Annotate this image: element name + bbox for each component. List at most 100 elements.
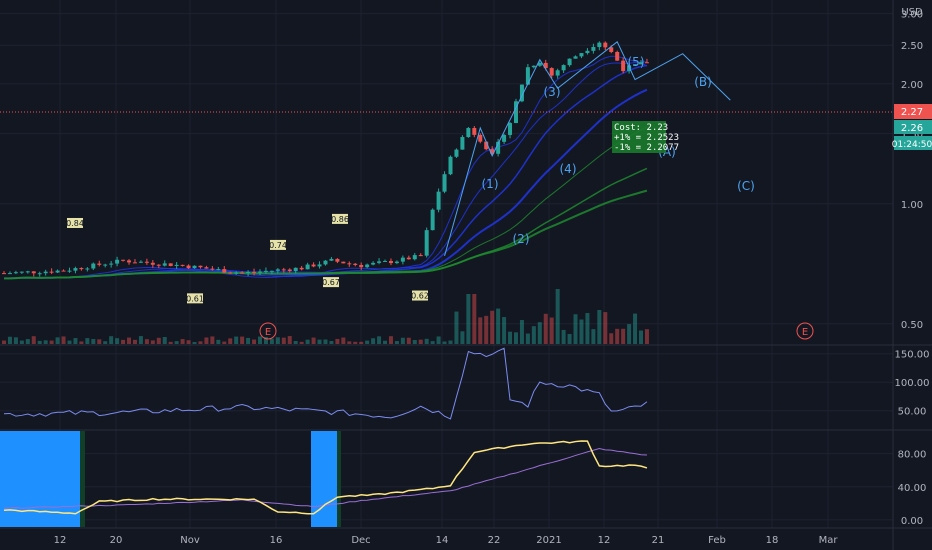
highlight-edge-2 [337, 431, 341, 527]
volume-bar [329, 341, 334, 344]
candle-body [513, 101, 518, 124]
volume-bar [323, 339, 328, 344]
volume-bar [543, 313, 548, 344]
wave-label: (B) [694, 75, 712, 89]
volume-bars [2, 289, 649, 344]
oscillator-axis[interactable]: 80.00 40.00 0.00 [898, 450, 927, 527]
volume-bar [127, 337, 132, 344]
volume-bar [460, 331, 465, 344]
candle-body [156, 264, 161, 266]
price-tick-label: 2.50 [901, 41, 923, 52]
volume-bar [394, 341, 399, 344]
earnings-marker-label: E [802, 327, 808, 338]
candle-body [412, 255, 417, 260]
volume-bar [37, 340, 42, 344]
volume-bar [424, 338, 429, 344]
candle-body [567, 58, 572, 66]
candle-body [275, 269, 280, 271]
candle-body [228, 272, 233, 274]
volume-bar [442, 341, 447, 344]
time-axis[interactable]: 12 20 Nov 16 Dec 14 22 2021 12 21 Feb 18 Mar [54, 535, 839, 546]
candle-body [341, 261, 346, 264]
rsi-axis[interactable]: 150.00 100.00 50.00 [895, 350, 930, 418]
volume-bar [204, 337, 209, 344]
volume-bar [180, 339, 185, 344]
time-tick-label: Nov [180, 535, 200, 546]
earnings-marker-1[interactable]: E [259, 322, 277, 340]
candle-body [519, 84, 524, 102]
candle-body [138, 261, 143, 263]
candle-body [555, 70, 560, 76]
candle-body [85, 268, 90, 270]
volume-bar [168, 341, 173, 344]
time-tick-label: 20 [110, 535, 123, 546]
time-tick-label: 12 [54, 535, 67, 546]
candle-body [329, 258, 334, 261]
volume-bar [13, 337, 18, 344]
candle-body [216, 269, 221, 271]
rsi-tick-label: 50.00 [898, 407, 927, 418]
volume-bar [73, 338, 78, 344]
time-tick-label: 16 [270, 535, 283, 546]
candle-body [561, 65, 566, 71]
candle-body [359, 264, 364, 268]
volume-bar [353, 341, 358, 344]
volume-bar [7, 336, 12, 344]
wave-label: (1) [482, 177, 499, 191]
price-point-labels: 0.84 0.61 0.74 0.86 0.67 0.62 [66, 213, 429, 304]
candle-body [49, 271, 54, 273]
volume-bar [597, 309, 602, 344]
volume-bar [347, 341, 352, 344]
volume-bar [61, 336, 66, 344]
earnings-marker-2[interactable]: E [796, 322, 814, 340]
point-label-text: 0.67 [322, 278, 340, 287]
candle-body [73, 268, 78, 271]
volume-bar [210, 336, 215, 344]
moving-averages [3, 55, 648, 280]
volume-bar [257, 336, 262, 344]
volume-bar [49, 340, 54, 344]
volume-bar [377, 336, 382, 344]
wave-label: (2) [513, 232, 530, 246]
candle-body [150, 262, 155, 265]
candle-body [186, 265, 191, 269]
volume-bar [561, 329, 566, 344]
candle-body [234, 272, 239, 274]
volume-bar [79, 341, 84, 344]
volume-bar [418, 339, 423, 344]
time-tick-label: Feb [708, 535, 726, 546]
volume-bar [454, 311, 459, 344]
volume-bar [2, 340, 6, 344]
wave-label: (C) [737, 179, 755, 193]
oscillator-tick-label: 0.00 [901, 516, 923, 527]
volume-bar [103, 341, 108, 344]
volume-bar [585, 313, 590, 344]
candle-body [323, 260, 328, 265]
candle-body [347, 263, 352, 265]
volume-bar [388, 336, 393, 344]
point-label-box [412, 290, 428, 301]
candle-body [91, 263, 96, 269]
wave-labels: (1)(2)(3)(4)(5)(A)(B)(C) [482, 55, 755, 246]
wave-label: (4) [560, 162, 577, 176]
volume-bar [55, 337, 60, 344]
candle-body [490, 149, 495, 154]
volume-bar [281, 337, 286, 344]
candle-body [7, 273, 12, 275]
volume-bar [174, 341, 179, 344]
candle-body [37, 273, 42, 275]
volume-bar [603, 312, 608, 344]
price-axis[interactable]: USD 3.00 2.50 2.00 1.50 1.00 0.50 [901, 7, 923, 331]
candle-body [502, 134, 507, 142]
candle-body [537, 62, 542, 66]
price-candles [2, 41, 649, 277]
price-tick-label: 2.00 [901, 80, 923, 91]
volume-bar [615, 328, 620, 344]
point-label-box [67, 217, 83, 228]
volume-bar [484, 315, 489, 344]
candle-body [472, 128, 477, 135]
volume-bar [144, 339, 149, 344]
volume-bar [525, 333, 530, 344]
volume-bar [263, 337, 268, 344]
